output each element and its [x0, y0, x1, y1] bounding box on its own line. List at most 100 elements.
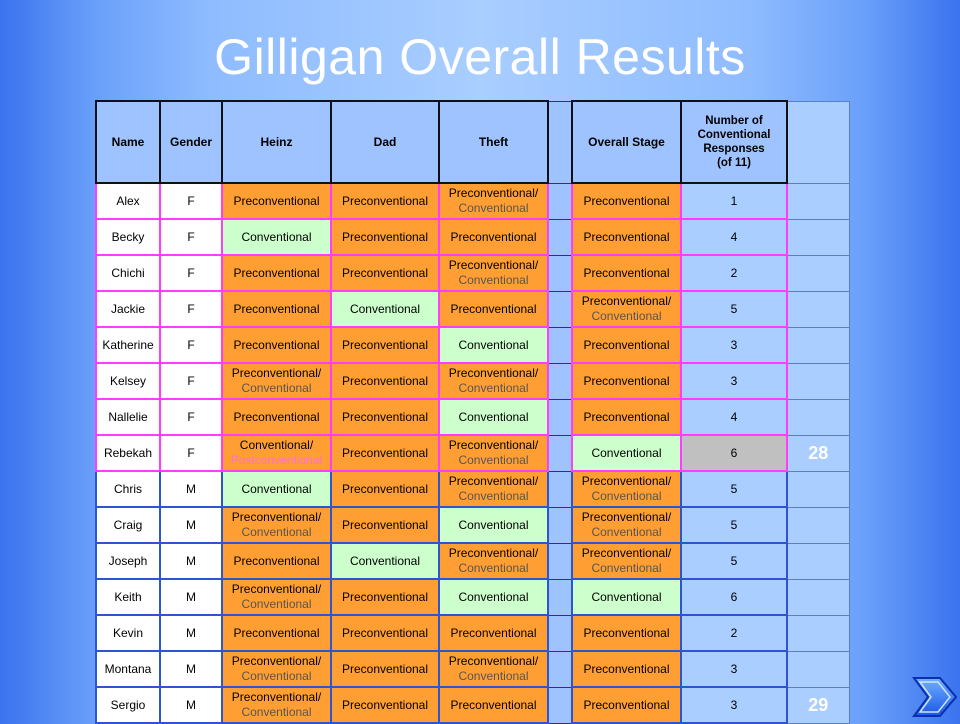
cell-overall-line2: Conventional — [591, 561, 662, 575]
spacer-cell — [547, 686, 573, 724]
cell-dad-line1: Preconventional — [341, 373, 429, 388]
cell-dad: Preconventional — [330, 650, 440, 688]
cell-gender: F — [159, 290, 223, 328]
cell-dad: Preconventional — [330, 362, 440, 400]
table-row: Nallelie F Preconventional Preconventional C… — [95, 398, 850, 436]
cell-number-conventional: 5 — [680, 542, 788, 580]
cell-heinz-line1: Conventional/ — [239, 438, 314, 452]
spacer-cell — [547, 542, 573, 580]
cell-dad: Preconventional — [330, 506, 440, 544]
table-row: Kevin M Preconventional Preconventional Prec… — [95, 614, 850, 652]
cell-theft-line2: Conventional — [458, 381, 529, 395]
table-row: Jackie F Preconventional Conventional Precon… — [95, 290, 850, 328]
cell-theft-line2: Conventional — [458, 453, 529, 467]
cell-overall-line1: Conventional — [591, 589, 662, 604]
cell-overall-line1: Preconventional — [583, 373, 670, 388]
cell-gender: F — [159, 398, 223, 436]
cell-overall-line1: Preconventional — [583, 193, 670, 208]
cell-theft-line1: Conventional — [458, 409, 529, 424]
spacer-cell — [547, 578, 573, 616]
cell-heinz-line1: Preconventional — [233, 265, 320, 280]
cell-gender: M — [159, 542, 223, 580]
cell-overall-line1: Preconventional — [583, 661, 670, 676]
cell-dad-line1: Preconventional — [341, 337, 429, 352]
cell-theft-line1: Preconventional — [450, 625, 537, 640]
results-table: Name Gender Heinz Dad Theft Overall Stag… — [95, 100, 850, 724]
cell-number-conventional: 1 — [680, 182, 788, 220]
col-header-number-conventional: Number of Conventional Responses (of 11) — [680, 100, 788, 184]
cell-dad: Preconventional — [330, 434, 440, 472]
spacer-column — [547, 100, 573, 184]
cell-gender: M — [159, 470, 223, 508]
cell-dad-line1: Preconventional — [341, 625, 429, 640]
cell-dad-line1: Preconventional — [341, 589, 429, 604]
table-row: Joseph M Preconventional Conventional Precon… — [95, 542, 850, 580]
cell-number-conventional: 4 — [680, 398, 788, 436]
total-cell — [786, 614, 850, 652]
cell-heinz-line2: Conventional — [241, 381, 312, 395]
cell-number-conventional: 3 — [680, 650, 788, 688]
cell-theft: Preconventional/Conventional — [438, 470, 549, 508]
cell-heinz-line1: Preconventional/ — [231, 510, 322, 524]
cell-number-conventional: 2 — [680, 254, 788, 292]
cell-dad: Preconventional — [330, 398, 440, 436]
spacer-cell — [547, 506, 573, 544]
cell-theft-line1: Preconventional/ — [448, 186, 539, 200]
cell-name: Becky — [95, 218, 161, 256]
cell-number-conventional: 5 — [680, 506, 788, 544]
cell-overall-line2: Conventional — [591, 309, 662, 323]
cell-heinz: Preconventional — [221, 182, 332, 220]
cell-dad: Preconventional — [330, 218, 440, 256]
cell-heinz-line1: Preconventional — [233, 337, 320, 352]
col-header-dad: Dad — [330, 100, 440, 184]
header-row: Name Gender Heinz Dad Theft Overall Stag… — [95, 100, 850, 184]
cell-theft: Preconventional — [438, 290, 549, 328]
next-slide-arrow-icon[interactable] — [912, 674, 960, 720]
cell-name: Craig — [95, 506, 161, 544]
cell-name: Montana — [95, 650, 161, 688]
cell-gender: F — [159, 434, 223, 472]
cell-dad-line1: Preconventional — [341, 193, 429, 208]
cell-number-conventional: 5 — [680, 290, 788, 328]
spacer-cell — [547, 254, 573, 292]
cell-heinz-line2: Postconventional — [230, 453, 323, 467]
total-cell — [786, 362, 850, 400]
cell-gender: M — [159, 650, 223, 688]
col-header-heinz: Heinz — [221, 100, 332, 184]
table-row: Chichi F Preconventional Preconventional Pre… — [95, 254, 850, 292]
cell-dad-line1: Preconventional — [341, 409, 429, 424]
cell-theft: Preconventional/Conventional — [438, 542, 549, 580]
cell-theft-line1: Preconventional/ — [448, 474, 539, 488]
cell-dad-line1: Preconventional — [341, 697, 429, 712]
spacer-cell — [547, 326, 573, 364]
cell-heinz: Preconventional/Conventional — [221, 506, 332, 544]
cell-name: Katherine — [95, 326, 161, 364]
cell-dad: Preconventional — [330, 470, 440, 508]
cell-overall-line1: Preconventional — [583, 697, 670, 712]
cell-heinz-line2: Conventional — [241, 597, 312, 611]
table-row: Rebekah F Conventional/Postconventional Pre… — [95, 434, 850, 472]
cell-dad-line1: Preconventional — [341, 265, 429, 280]
table-row: Montana M Preconventional/Conventional Prec… — [95, 650, 850, 688]
spacer-cell — [547, 182, 573, 220]
cell-dad-line1: Preconventional — [341, 517, 429, 532]
spacer-cell — [547, 290, 573, 328]
cell-overall-line1: Preconventional/ — [581, 510, 672, 524]
spacer-cell — [547, 218, 573, 256]
cell-number-conventional: 3 — [680, 362, 788, 400]
cell-heinz: Preconventional/Conventional — [221, 686, 332, 724]
cell-overall: Preconventional/Conventional — [571, 470, 682, 508]
cell-name: Chichi — [95, 254, 161, 292]
total-cell — [786, 254, 850, 292]
cell-dad: Preconventional — [330, 614, 440, 652]
cell-name: Kelsey — [95, 362, 161, 400]
cell-number-conventional: 5 — [680, 470, 788, 508]
cell-theft-line1: Preconventional/ — [448, 258, 539, 272]
cell-theft-line1: Preconventional/ — [448, 366, 539, 380]
cell-heinz-line1: Preconventional — [233, 193, 320, 208]
table-row: Craig M Preconventional/Conventional Precon… — [95, 506, 850, 544]
cell-gender: F — [159, 326, 223, 364]
cell-overall: Preconventional/Conventional — [571, 290, 682, 328]
cell-gender: M — [159, 578, 223, 616]
cell-heinz-line1: Preconventional/ — [231, 690, 322, 704]
